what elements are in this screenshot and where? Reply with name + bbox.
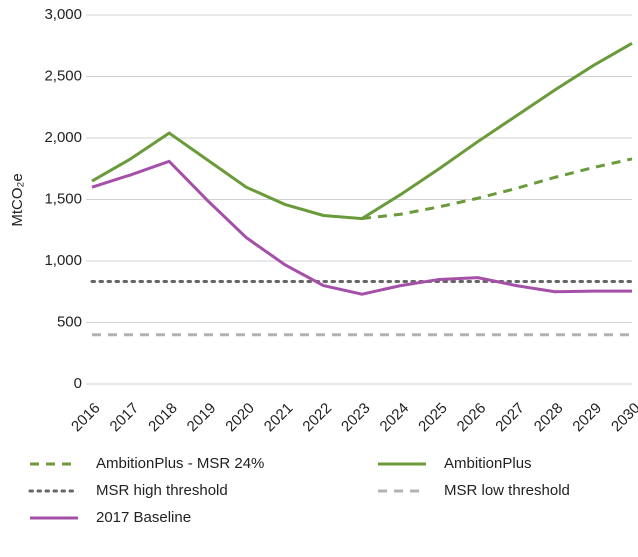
legend-label: MSR high threshold (96, 482, 228, 499)
y-tick-label: 1,500 (44, 190, 82, 207)
x-tick-label: 2024 (377, 400, 413, 436)
legend-label: AmbitionPlus (444, 455, 532, 472)
x-tick-label: 2022 (299, 400, 335, 436)
y-tick-label: 2,500 (44, 67, 82, 84)
x-tick-label: 2019 (184, 400, 220, 436)
y-tick-label: 1,000 (44, 252, 82, 269)
y-tick-label: 500 (57, 313, 82, 330)
y-tick-label: 0 (74, 375, 82, 392)
x-tick-label: 2028 (531, 400, 567, 436)
x-tick-label: 2025 (415, 400, 451, 436)
line-series (91, 41, 633, 221)
y-axis-label: MtCO₂e (9, 173, 26, 226)
x-tick-label: 2021 (261, 400, 297, 436)
x-tick-label: 2016 (68, 400, 104, 436)
x-tick-label: 2030 (608, 400, 638, 436)
y-tick-label: 3,000 (44, 6, 82, 23)
legend-label: AmbitionPlus - MSR 24% (96, 455, 264, 472)
x-tick-label: 2017 (107, 400, 143, 436)
x-tick-label: 2027 (492, 400, 528, 436)
y-tick-label: 2,000 (44, 129, 82, 146)
x-tick-label: 2023 (338, 400, 374, 436)
x-tick-label: 2018 (145, 400, 181, 436)
legend-label: MSR low threshold (444, 482, 570, 499)
line-series (91, 159, 632, 296)
line-series (361, 157, 633, 221)
x-tick-label: 2026 (454, 400, 490, 436)
x-tick-label: 2029 (569, 400, 605, 436)
legend-label: 2017 Baseline (96, 509, 191, 526)
x-tick-label: 2020 (222, 400, 258, 436)
